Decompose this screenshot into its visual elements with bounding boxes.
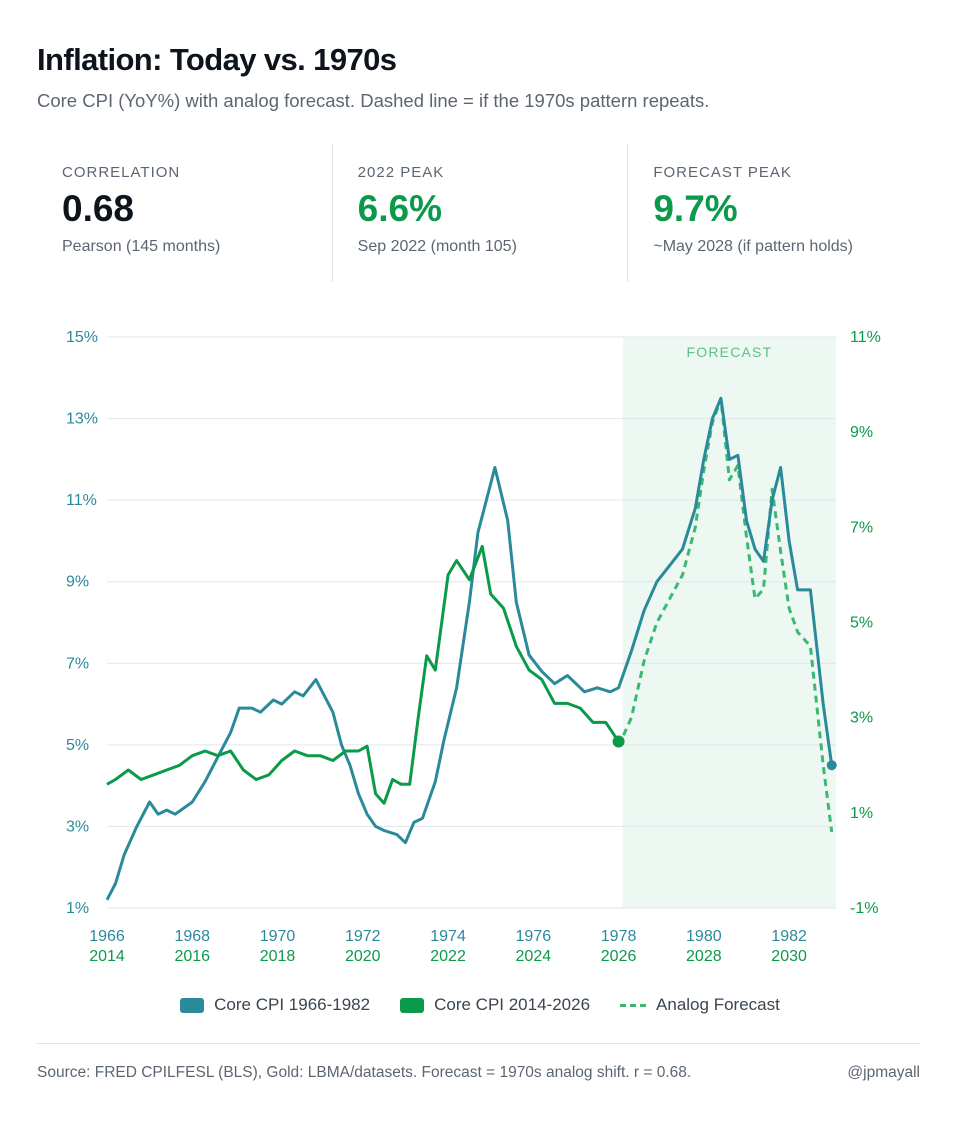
y-right-tick-label: 11%: [850, 329, 881, 346]
stat-label: CORRELATION: [62, 164, 181, 181]
x-tick-label-bottom: 2028: [686, 948, 722, 965]
stat-label: FORECAST PEAK: [653, 164, 792, 181]
stat-value: 9.7%: [653, 188, 738, 229]
y-right-tick-label: 3%: [850, 710, 873, 727]
x-tick-label-bottom: 2022: [430, 948, 466, 965]
x-tick-label-bottom: 2014: [89, 948, 125, 965]
legend-label: Core CPI 2014-2026: [434, 995, 591, 1014]
y-left-tick-label: 5%: [66, 737, 89, 754]
y-right-tick-label: 1%: [850, 805, 873, 822]
x-tick-label-top: 1980: [686, 928, 722, 945]
x-tick-label-bottom: 2016: [174, 948, 210, 965]
chart-title: Inflation: Today vs. 1970s: [37, 42, 397, 77]
legend-item-1966-1982[interactable]: Core CPI 1966-1982: [180, 995, 370, 1015]
author-handle[interactable]: @jpmayall: [847, 1064, 920, 1081]
x-tick-label-top: 1976: [516, 928, 552, 945]
series-analog-forecast: [617, 397, 834, 833]
series-core-cpi-1966-1982: [105, 396, 834, 901]
line-chart: FORECAST 15% 13% 11% 9% 7% 5% 3% 1% 11% 9% 7% 5% 3% 1%…: [66, 329, 881, 965]
x-tick-label-top: 1972: [345, 928, 381, 945]
stat-correlation: CORRELATION 0.68 Pearson (145 months): [37, 144, 332, 282]
y-right-tick-label: 9%: [850, 424, 873, 441]
x-tick-label-bottom: 2018: [260, 948, 296, 965]
stat-note: Sep 2022 (month 105): [357, 237, 517, 255]
stat-forecast-peak: FORECAST PEAK 9.7% ~May 2028 (if pattern…: [627, 144, 923, 282]
stat-label: 2022 PEAK: [357, 164, 445, 181]
y-left-tick-label: 1%: [66, 900, 89, 917]
series-2014-2026-end-point: [612, 735, 625, 748]
y-left-tick-label: 7%: [66, 655, 89, 672]
stat-value: 0.68: [62, 188, 135, 229]
series-1966-1982-end-point: [826, 760, 837, 771]
legend-item-2014-2026[interactable]: Core CPI 2014-2026: [400, 995, 590, 1015]
y-right-tick-label: 5%: [850, 615, 873, 632]
forecast-band: [622, 337, 836, 908]
x-tick-label-bottom: 2024: [516, 948, 552, 965]
footer-divider: [37, 1043, 920, 1044]
chart-subtitle: Core CPI (YoY%) with analog forecast. Da…: [37, 90, 710, 111]
green-swatch-icon: [400, 997, 425, 1013]
x-tick-label-top: 1982: [771, 928, 807, 945]
y-left-tick-label: 15%: [66, 329, 98, 346]
x-tick-label-bottom: 2020: [345, 948, 381, 965]
stats-row: CORRELATION 0.68 Pearson (145 months) 20…: [37, 144, 923, 282]
legend-item-forecast[interactable]: Analog Forecast: [620, 995, 780, 1015]
stat-note: Pearson (145 months): [62, 237, 221, 255]
legend: Core CPI 1966-1982 Core CPI 2014-2026 An…: [0, 995, 960, 1015]
x-tick-label-bottom: 2030: [771, 948, 807, 965]
source-note: Source: FRED CPILFESL (BLS), Gold: LBMA/…: [37, 1064, 692, 1081]
teal-swatch-icon: [180, 997, 205, 1013]
x-tick-label-top: 1968: [174, 928, 210, 945]
stat-2022-peak: 2022 PEAK 6.6% Sep 2022 (month 105): [331, 144, 628, 282]
legend-label: Core CPI 1966-1982: [214, 995, 371, 1014]
forecast-label: FORECAST: [687, 344, 773, 360]
y-right-tick-label: 7%: [850, 519, 873, 536]
y-left-tick-label: 13%: [66, 411, 98, 428]
y-left-tick-label: 9%: [66, 574, 89, 591]
x-tick-label-top: 1970: [260, 928, 296, 945]
y-left-tick-label: 11%: [66, 492, 97, 509]
stat-note: ~May 2028 (if pattern holds): [653, 237, 854, 255]
stat-value: 6.6%: [357, 188, 443, 229]
legend-label: Analog Forecast: [656, 995, 780, 1014]
x-tick-label-bottom: 2026: [601, 948, 637, 965]
dashed-line-icon: [620, 1003, 647, 1007]
y-right-tick-label: -1%: [850, 900, 878, 917]
x-tick-label-top: 1966: [89, 928, 125, 945]
x-tick-label-top: 1974: [430, 928, 466, 945]
x-tick-label-top: 1978: [601, 928, 637, 945]
footer: Source: FRED CPILFESL (BLS), Gold: LBMA/…: [37, 1064, 920, 1082]
y-left-tick-label: 3%: [66, 818, 89, 835]
series-core-cpi-2014-2026: [106, 544, 620, 805]
